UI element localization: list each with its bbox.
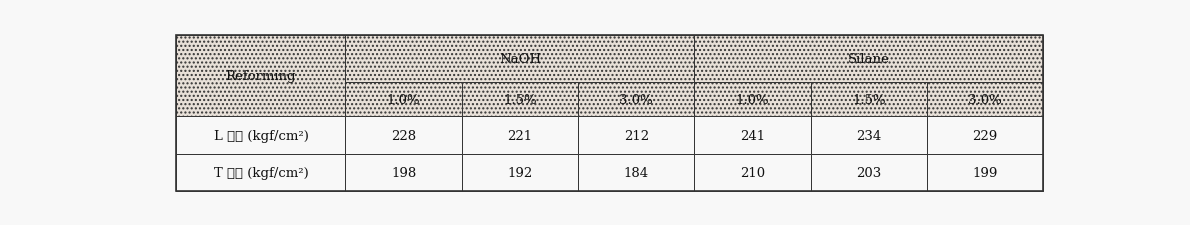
Bar [176,36,345,117]
Text: 199: 199 [972,166,998,179]
Text: L 방향 (kgf/cm²): L 방향 (kgf/cm²) [213,129,308,142]
Bar [345,117,462,154]
Text: 3.0%: 3.0% [619,93,653,106]
Bar [927,117,1044,154]
Bar [695,117,810,154]
Bar [578,154,695,191]
Bar [927,82,1044,117]
Text: 241: 241 [740,129,765,142]
Text: 228: 228 [392,129,416,142]
Bar [345,82,462,117]
Text: 221: 221 [507,129,532,142]
Text: 1.5%: 1.5% [503,93,537,106]
Text: 184: 184 [624,166,649,179]
Text: 3.0%: 3.0% [969,93,1002,106]
Bar [578,82,695,117]
Bar [176,117,345,154]
Text: 1.5%: 1.5% [852,93,885,106]
Text: 229: 229 [972,129,997,142]
Text: NaOH: NaOH [499,53,541,65]
Text: 203: 203 [857,166,882,179]
Bar [462,117,578,154]
Bar [695,82,810,117]
Bar [810,117,927,154]
Bar [462,154,578,191]
Text: T 방향 (kgf/cm²): T 방향 (kgf/cm²) [213,166,308,179]
Text: 212: 212 [624,129,649,142]
Bar [695,36,1044,82]
Text: 210: 210 [740,166,765,179]
Text: 198: 198 [392,166,416,179]
Bar [927,154,1044,191]
Text: Silane: Silane [848,53,890,65]
Text: 1.0%: 1.0% [387,93,420,106]
Bar [176,154,345,191]
Text: 234: 234 [857,129,882,142]
Bar [810,154,927,191]
Bar [345,154,462,191]
Bar [578,117,695,154]
Text: Reforming: Reforming [226,70,296,83]
Bar [462,82,578,117]
Bar [345,36,695,82]
Text: 1.0%: 1.0% [735,93,770,106]
Bar [810,82,927,117]
Bar [695,154,810,191]
Bar [176,36,1044,191]
Text: 192: 192 [507,166,533,179]
